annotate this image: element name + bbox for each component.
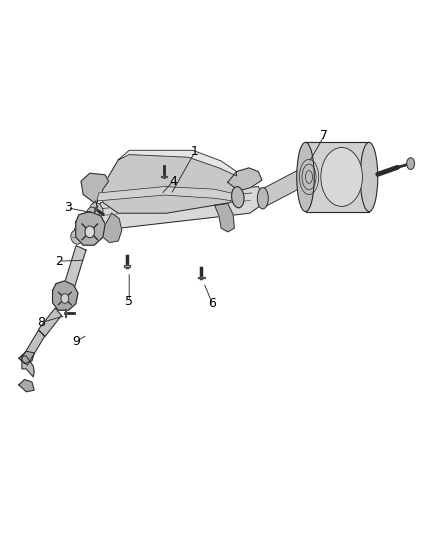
Ellipse shape [80,216,93,231]
Polygon shape [94,206,98,213]
Ellipse shape [85,226,95,238]
Ellipse shape [83,212,96,227]
Text: 8: 8 [38,316,46,329]
Text: 1: 1 [191,146,199,158]
Ellipse shape [406,158,414,169]
Ellipse shape [71,230,82,244]
Text: 9: 9 [73,335,81,348]
Polygon shape [263,167,303,208]
Polygon shape [19,351,34,364]
Ellipse shape [87,207,99,223]
Polygon shape [21,330,45,365]
Polygon shape [161,176,167,177]
Polygon shape [198,277,205,278]
Ellipse shape [90,203,103,219]
Text: 6: 6 [208,297,216,310]
Polygon shape [85,187,265,231]
Polygon shape [118,150,237,176]
Text: 7: 7 [320,130,328,142]
Text: 4: 4 [169,175,177,188]
Polygon shape [22,356,34,377]
Ellipse shape [321,148,362,206]
Ellipse shape [257,188,268,209]
Ellipse shape [297,142,314,212]
Ellipse shape [61,294,69,303]
Polygon shape [39,308,61,337]
Polygon shape [103,213,122,243]
Polygon shape [76,212,105,245]
Text: 5: 5 [125,295,133,308]
Polygon shape [228,168,262,191]
Polygon shape [124,265,130,266]
Polygon shape [63,246,86,293]
Polygon shape [215,204,234,232]
Ellipse shape [77,221,89,236]
Polygon shape [96,187,237,205]
Polygon shape [101,155,239,213]
Polygon shape [65,309,66,317]
Text: 3: 3 [64,201,72,214]
Polygon shape [305,142,369,212]
Polygon shape [19,379,34,392]
Text: 2: 2 [55,255,63,268]
Polygon shape [81,173,109,203]
Ellipse shape [232,187,244,208]
Ellipse shape [74,225,86,240]
Polygon shape [53,281,78,310]
Ellipse shape [360,142,378,212]
